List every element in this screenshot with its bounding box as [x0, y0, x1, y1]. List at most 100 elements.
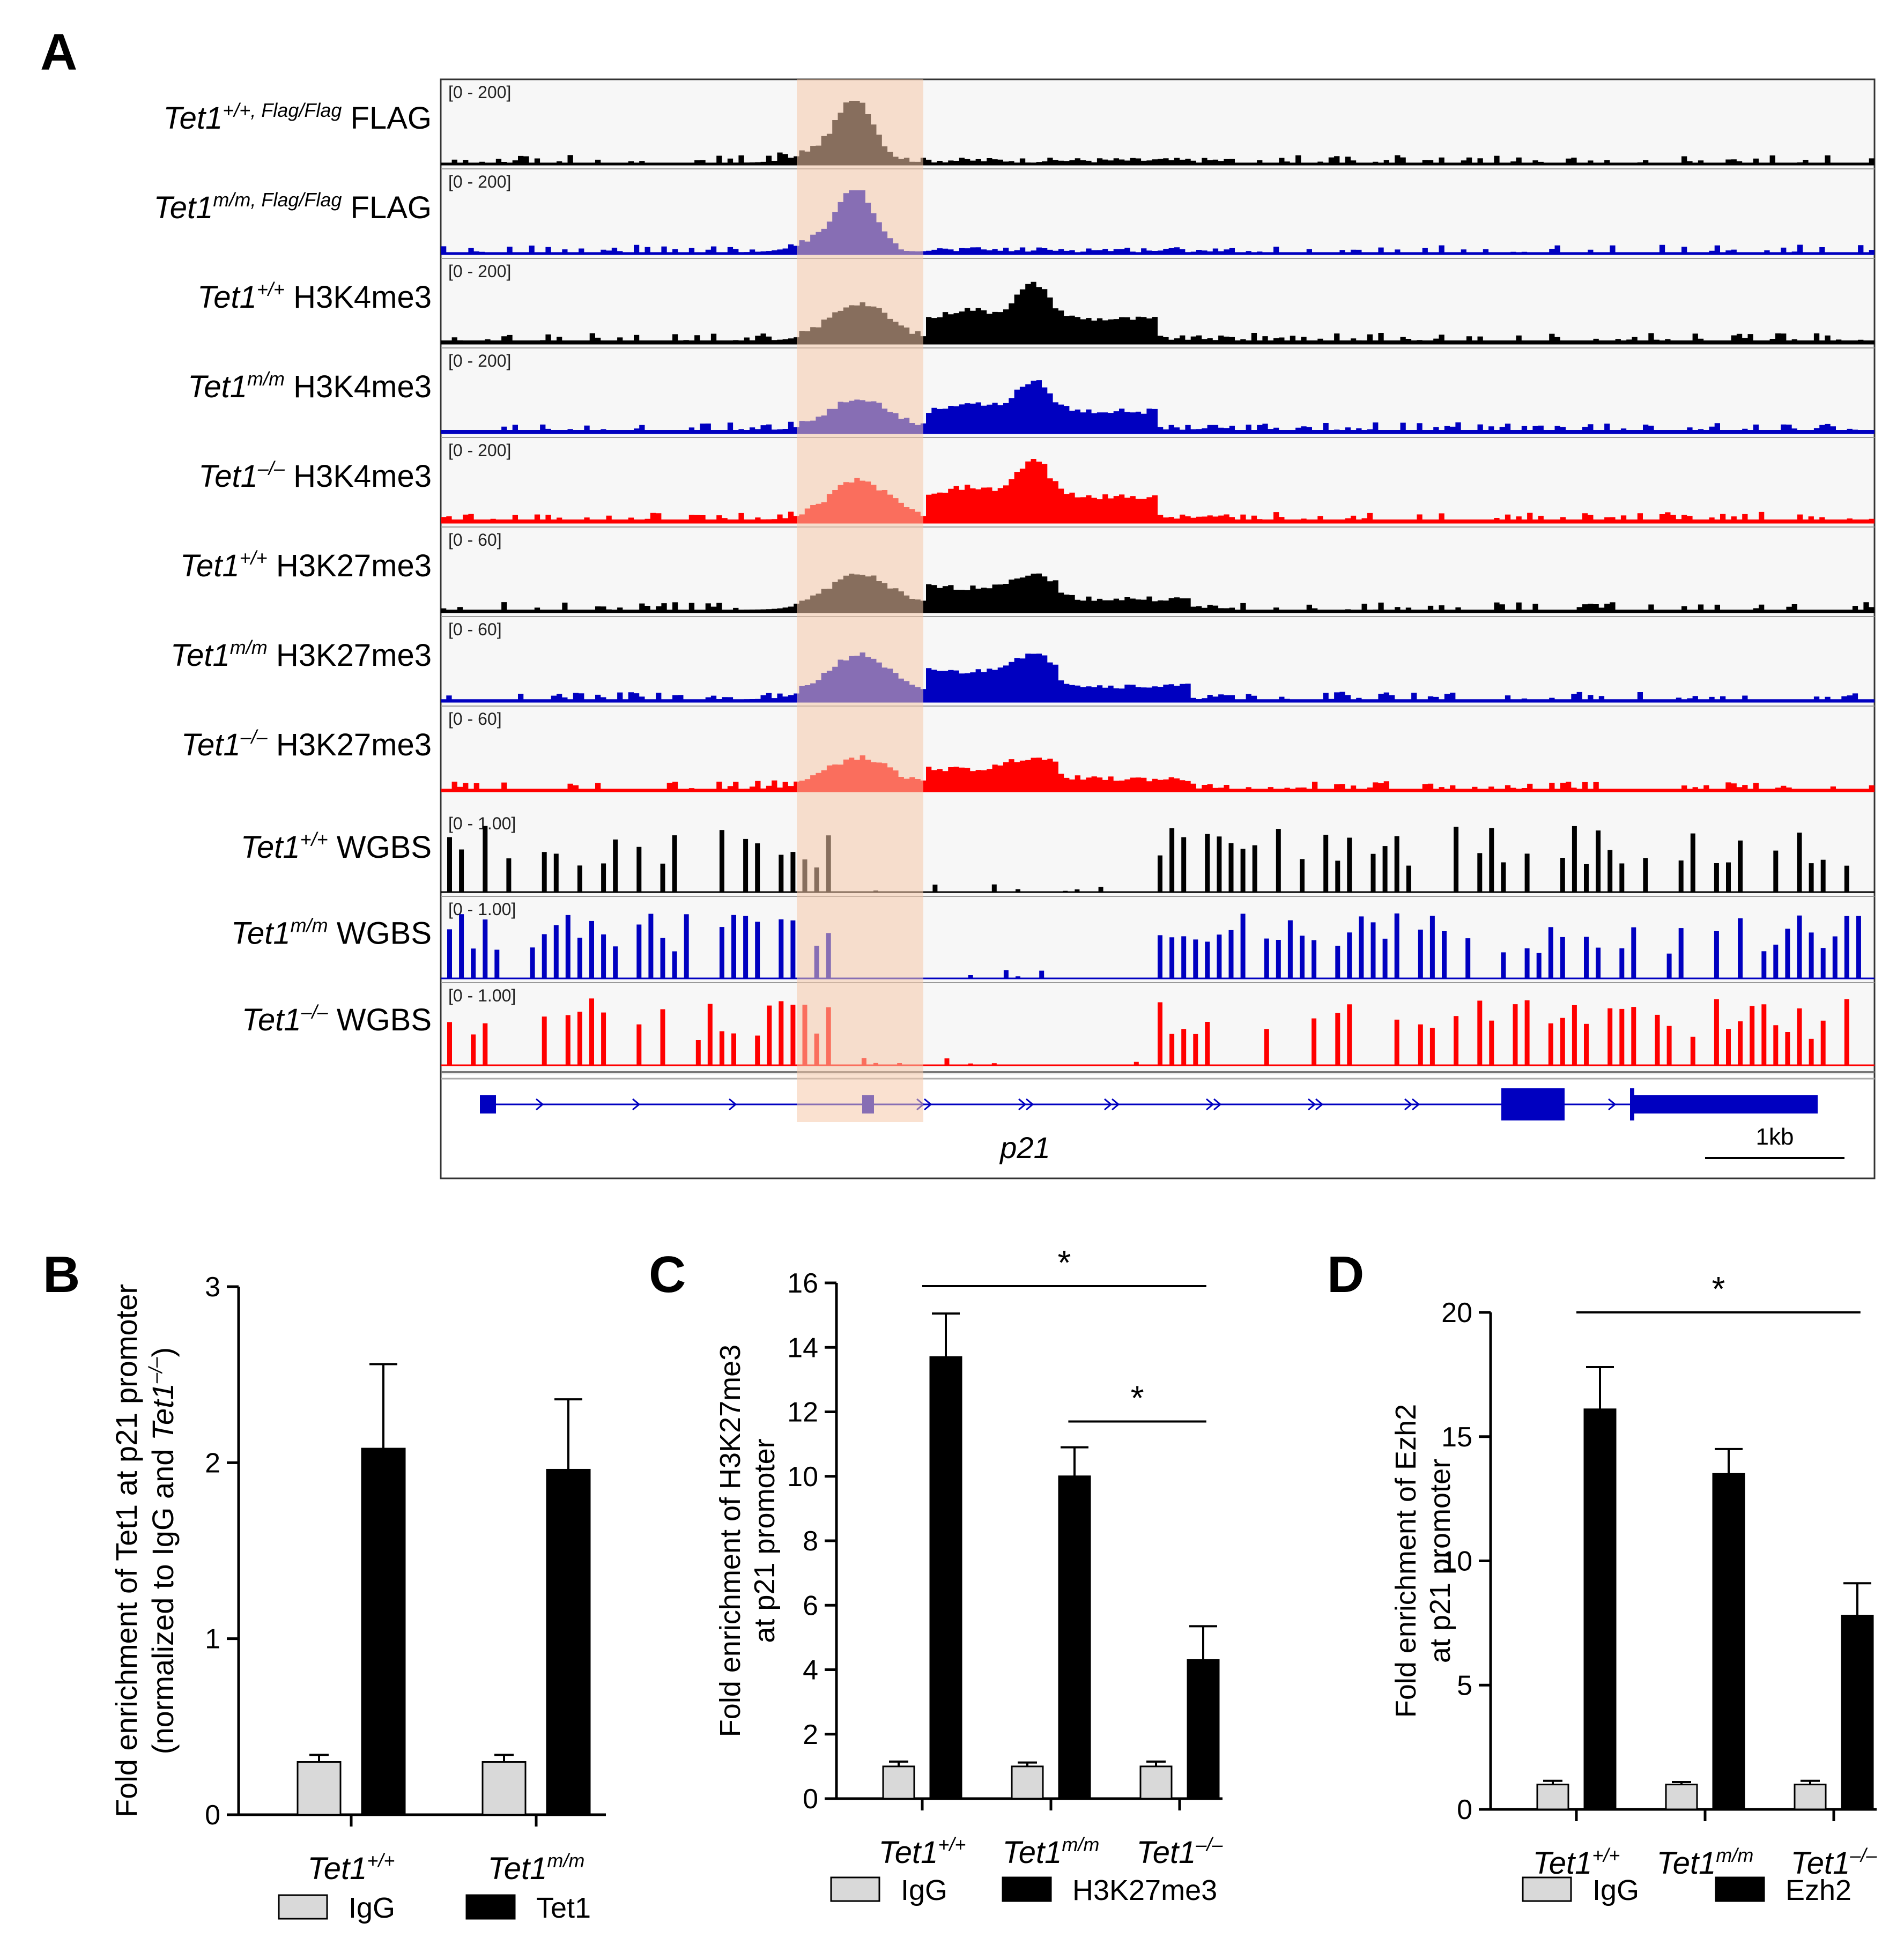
methylation-bar [565, 915, 571, 978]
significance-star: * [1712, 1270, 1725, 1308]
strand-arrow [1104, 1098, 1113, 1111]
methylation-bar [636, 1024, 642, 1065]
genome-browser-panel: Tet1+/+, Flag/Flag FLAG[0 - 200]Tet1m/m,… [154, 78, 1876, 1179]
methylation-bar [684, 914, 689, 978]
strand-arrow [1608, 1098, 1617, 1111]
methylation-bar [1158, 1002, 1162, 1065]
bar-igg [882, 1765, 915, 1800]
methylation-bar [1761, 951, 1767, 978]
methylation-bar [1394, 913, 1399, 978]
track-range: [0 - 1.00] [448, 986, 516, 1005]
methylation-bar [1750, 1006, 1755, 1065]
methylation-bar [1738, 1021, 1743, 1065]
strand-arrow [924, 1098, 932, 1111]
methylation-bar [695, 1040, 701, 1065]
methylation-bar [613, 839, 618, 892]
methylation-bar [577, 938, 582, 978]
methylation-bar [1513, 1004, 1518, 1065]
strand-arrow [1315, 1098, 1324, 1111]
methylation-bar [1418, 930, 1423, 978]
methylation-bar [1524, 1000, 1530, 1065]
methylation-bar [1205, 834, 1210, 892]
legend-swatch [830, 1876, 880, 1902]
gene-exon [1501, 1088, 1565, 1120]
methylation-bar [553, 925, 559, 978]
methylation-bar [542, 934, 547, 978]
strand-arrow [1404, 1098, 1413, 1111]
gene-exon [1630, 1088, 1634, 1120]
methylation-bar [1560, 1018, 1565, 1065]
methylation-bar [1181, 936, 1187, 978]
methylation-bar [1335, 1013, 1340, 1065]
y-tick-label: 0 [803, 1784, 818, 1815]
methylation-bar [1501, 862, 1506, 892]
methylation-bar [1382, 846, 1388, 892]
bar-chart-b: 0 1 2 3 Tet1+/+ Tet1m/m Fold enrichment of Tet… [109, 1272, 606, 1924]
methylation-bar [1773, 850, 1779, 892]
methylation-bar [1287, 920, 1293, 978]
methylation-bar [1300, 859, 1305, 892]
methylation-bar [1785, 929, 1790, 978]
methylation-bar [1714, 931, 1719, 978]
methylation-bar [1454, 827, 1459, 892]
methylation-bar [1631, 1007, 1636, 1065]
methylation-bar [1418, 1024, 1423, 1065]
bar-igg [1011, 1765, 1044, 1800]
methylation-bar [1607, 850, 1613, 892]
track-2: Tet1m/m, Flag/Flag FLAG [0 - 200] [154, 168, 1875, 255]
methylation-bar [1738, 840, 1743, 892]
methylation-bar [1276, 940, 1281, 978]
strand-arrow [1026, 1098, 1034, 1111]
methylation-bar [1489, 1020, 1494, 1065]
methylation-bar [1773, 945, 1779, 978]
methylation-bar [1335, 860, 1340, 892]
significance-star: * [1131, 1379, 1144, 1417]
strand-arrow [632, 1098, 641, 1111]
methylation-bar [779, 855, 784, 892]
bar-ezh2 [1841, 1614, 1874, 1810]
methylation-bar [1820, 859, 1826, 892]
methylation-bar [1181, 1029, 1187, 1065]
y-tick-label: 4 [803, 1655, 818, 1686]
methylation-bar [1856, 916, 1861, 978]
methylation-bar [1264, 1029, 1269, 1065]
methylation-bar [660, 938, 665, 978]
bar-h3k27me3 [929, 1356, 962, 1800]
methylation-bar [944, 1058, 950, 1065]
methylation-bar [790, 920, 796, 978]
track-label: Tet1m/m H3K27me3 [171, 636, 432, 673]
track-4: Tet1m/m H3K4me3 [0 - 200] [188, 347, 1875, 434]
methylation-bar [672, 951, 677, 978]
methylation-bar [1832, 936, 1838, 978]
methylation-bar [577, 1012, 582, 1065]
methylation-bar [636, 924, 642, 978]
methylation-bar [731, 915, 736, 978]
strand-arrow [1206, 1098, 1214, 1111]
legend-swatch [465, 1894, 516, 1920]
methylation-bar [779, 919, 784, 978]
track-label: Tet1m/m H3K4me3 [188, 368, 432, 404]
methylation-bar [1524, 853, 1530, 892]
methylation-bar [1169, 828, 1175, 892]
methylation-bar [1596, 830, 1601, 892]
y-tick-label: 8 [803, 1526, 818, 1557]
methylation-bar [1666, 953, 1672, 978]
methylation-bar [636, 847, 642, 892]
y-tick-label: 6 [803, 1590, 818, 1621]
bar-ezh2 [1583, 1408, 1617, 1810]
methylation-bar [1690, 833, 1695, 892]
methylation-bar [1619, 863, 1625, 892]
methylation-bar [1370, 922, 1376, 978]
methylation-bar [660, 1009, 665, 1065]
methylation-bar [1844, 999, 1849, 1065]
methylation-bar [790, 1005, 796, 1065]
methylation-bar [1347, 837, 1352, 892]
track-label: Tet1m/m WGBS [231, 915, 432, 951]
bar-h3k27me3 [1058, 1475, 1091, 1800]
methylation-bar [1678, 860, 1684, 892]
methylation-bar [719, 830, 724, 892]
tracks-background [442, 80, 1873, 1075]
strand-arrow [1412, 1098, 1420, 1111]
track-range: [0 - 1.00] [448, 900, 516, 919]
methylation-bar [483, 919, 488, 978]
